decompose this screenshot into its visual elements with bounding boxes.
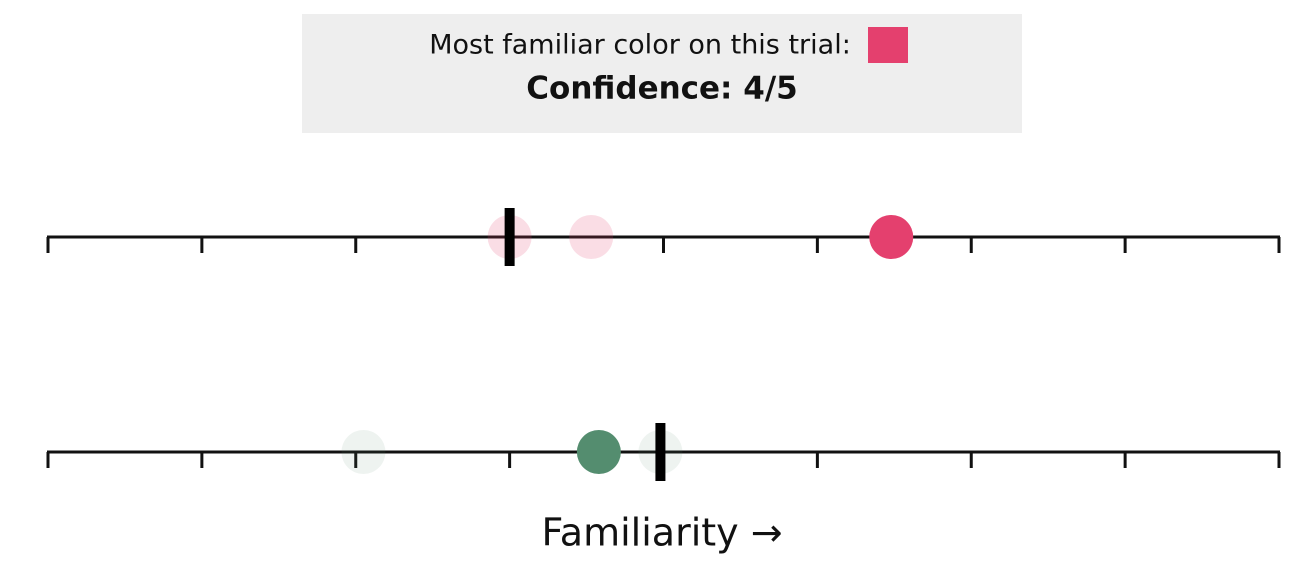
color-swatch: [868, 27, 908, 63]
confidence: Confidence: 4/5: [526, 71, 797, 107]
dot: [341, 430, 386, 474]
dot: [569, 215, 614, 259]
dot: [869, 215, 914, 259]
x-axis-label: Familiarity →: [541, 511, 782, 555]
marker: [655, 423, 666, 481]
marker: [504, 208, 515, 266]
prompt: Most familiar color on this trial:: [429, 30, 851, 61]
dot: [576, 430, 621, 474]
